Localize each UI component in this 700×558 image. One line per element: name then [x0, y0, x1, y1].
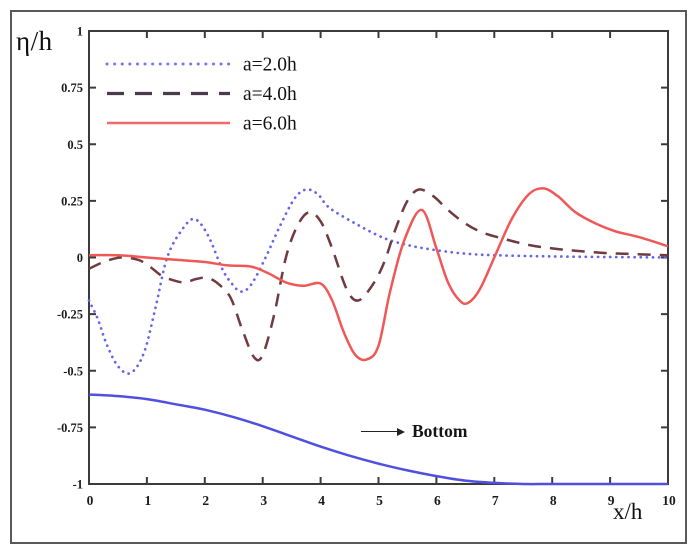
figure-border — [10, 10, 687, 544]
legend-label: a=4.0h — [243, 84, 297, 105]
x-tick-label: 6 — [434, 493, 441, 508]
x-tick-label: 3 — [260, 493, 267, 508]
series-line-a-6-0h — [88, 187, 669, 362]
x-axis-label: x/h — [613, 499, 643, 524]
y-tick-label: 0.75 — [61, 81, 83, 95]
y-tick-label: 0.25 — [61, 194, 83, 208]
y-tick-label: -0.5 — [63, 364, 83, 378]
y-tick-label: 0 — [77, 251, 83, 265]
x-tick-label: 4 — [318, 493, 325, 508]
y-tick-label: -0.25 — [57, 308, 83, 322]
x-tick-label: 2 — [202, 493, 209, 508]
x-tick-label: 1 — [145, 493, 152, 508]
right-arrow-icon — [361, 427, 405, 436]
y-tick-label: 0.5 — [67, 138, 83, 152]
series-line-a-2-0h — [87, 188, 670, 375]
series-line-bottom — [88, 393, 668, 486]
legend-label: a=6.0h — [243, 114, 297, 135]
arrow-shaft — [361, 431, 397, 432]
x-tick-label: 9 — [608, 493, 615, 508]
arrow-head — [397, 427, 405, 436]
y-axis-label: η/h — [16, 26, 53, 56]
bottom-annotation-label: Bottom — [412, 421, 468, 441]
x-tick-label: 8 — [550, 493, 557, 508]
y-tick-label: -0.75 — [57, 421, 83, 435]
bottom-annotation: Bottom — [361, 421, 467, 442]
x-tick-label: 0 — [87, 493, 94, 508]
y-tick-label: 1 — [77, 25, 83, 39]
x-tick-label: 10 — [662, 493, 676, 508]
plot-frame — [88, 30, 669, 485]
legend-label: a=2.0h — [243, 55, 297, 76]
series-line-a-4-0h — [88, 188, 669, 362]
x-tick-label: 7 — [492, 493, 499, 508]
x-tick-label: 5 — [376, 493, 383, 508]
y-tick-label: -1 — [73, 478, 83, 492]
